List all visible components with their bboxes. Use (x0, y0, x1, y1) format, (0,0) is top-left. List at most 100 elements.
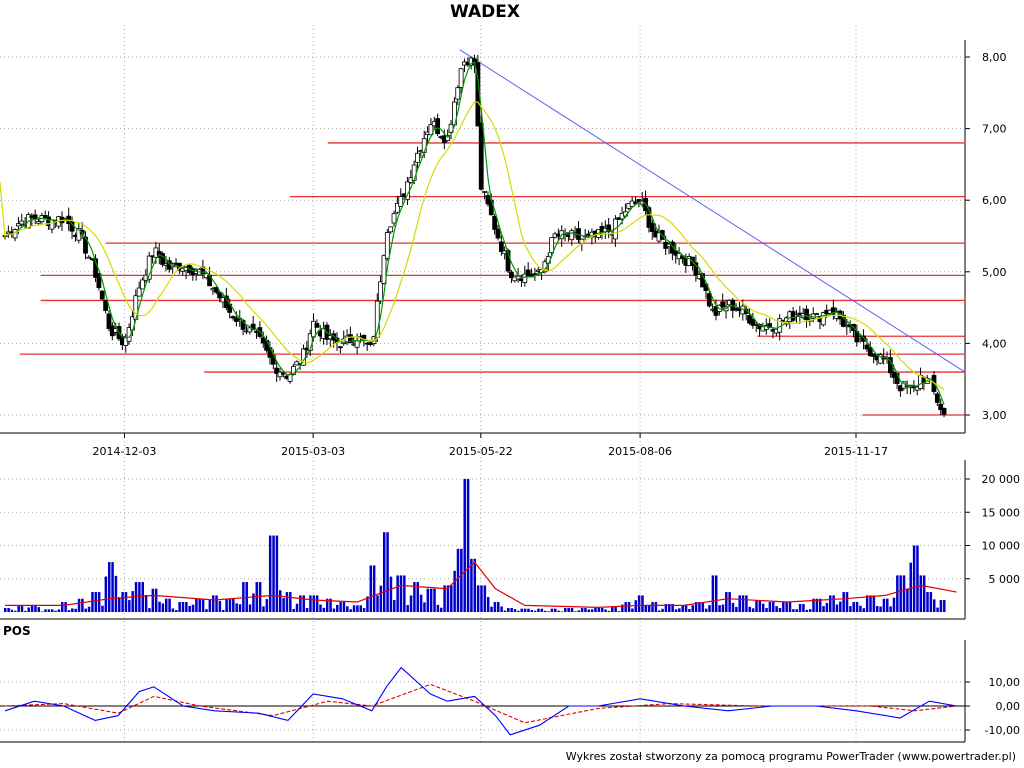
volume-bar (879, 606, 882, 612)
volume-bar (731, 602, 735, 612)
volume-bar (215, 595, 218, 612)
volume-bar (896, 575, 899, 612)
volume-bar (97, 592, 101, 612)
volume-bar (409, 595, 413, 612)
candle-body (96, 273, 102, 288)
candle-body (693, 262, 699, 276)
volume-bar (131, 591, 134, 612)
volume-bar (198, 598, 202, 612)
volume-bar (892, 597, 896, 612)
volume-bar (480, 585, 483, 612)
volume-bar (654, 602, 658, 612)
pos-panel: -10,00 0,00 10,00 (0, 640, 1021, 743)
volume-bar (87, 606, 91, 612)
volume-bar (547, 611, 550, 612)
candle-body (103, 300, 109, 311)
volume-bar (668, 604, 671, 612)
volume-bar (751, 608, 755, 612)
volume-bar (148, 608, 151, 612)
volume-bar (597, 608, 601, 612)
candle-body (492, 215, 498, 230)
volume-bar (181, 602, 185, 612)
candle-body (291, 366, 296, 375)
volume-bar (101, 605, 104, 612)
volume-bar (456, 548, 460, 612)
volume-bar (50, 609, 54, 612)
volume-bar (869, 595, 872, 612)
volume-bar (543, 610, 547, 612)
y-tick-label: 4,00 (982, 337, 1007, 350)
candle-body (378, 281, 384, 302)
volume-bar (305, 608, 309, 612)
volume-bar (627, 602, 631, 612)
volume-bar (785, 602, 788, 612)
volume-bar (795, 609, 798, 612)
candle-body (374, 300, 380, 338)
volume-bar (899, 575, 902, 612)
volume-bar (748, 606, 752, 612)
volume-bar (460, 548, 463, 612)
x-tick-label: 2015-08-06 (608, 445, 672, 458)
volume-bar (825, 602, 829, 612)
volume-bar (872, 595, 876, 612)
candle-body (549, 237, 555, 254)
volume-bar (393, 600, 396, 612)
volume-bar (191, 604, 195, 612)
volume-bar (523, 608, 527, 612)
volume-bar (614, 606, 617, 612)
volume-bar (439, 607, 443, 612)
volume-bar (772, 602, 775, 612)
volume-bar (611, 606, 614, 612)
candle-body (136, 287, 142, 297)
volume-bar (698, 602, 701, 612)
volume-bar (450, 585, 453, 612)
candle-body (867, 347, 873, 356)
candle-body (525, 269, 531, 277)
volume-bar (483, 585, 487, 612)
x-tick-label: 2015-03-03 (281, 445, 345, 458)
candle-body (381, 255, 387, 284)
volume-bar (580, 608, 584, 612)
volume-bar (10, 609, 14, 612)
volume-bar (624, 602, 627, 612)
volume-bar (849, 606, 852, 612)
volume-bar (275, 535, 279, 612)
y-tick-label: 0,00 (996, 700, 1021, 713)
candle-body (331, 333, 337, 341)
candle-body (810, 313, 816, 319)
volume-bar (922, 575, 926, 612)
volume-bar (745, 595, 748, 612)
candle-body (941, 407, 947, 415)
y-tick-label: 15 000 (982, 506, 1021, 519)
candle-body (274, 367, 280, 374)
candle-body (146, 255, 152, 280)
volume-bar (67, 610, 71, 612)
volume-bar (755, 600, 758, 612)
volume-bar (114, 575, 118, 612)
pos-panel-label: POS (3, 624, 31, 638)
candle-body (509, 271, 514, 279)
volume-bar (24, 610, 27, 612)
volume-bar (503, 610, 507, 612)
volume-bar (44, 609, 47, 612)
volume-bar (14, 610, 17, 612)
volume-bar (57, 609, 61, 612)
candle-body (398, 196, 404, 207)
candle-body (649, 222, 655, 232)
volume-bar (151, 588, 155, 612)
volume-bar (399, 575, 403, 612)
ma-short-line (4, 61, 945, 405)
y-tick-label: 8,00 (982, 51, 1007, 64)
volume-bar (718, 605, 721, 612)
pos-line (4, 666, 957, 736)
volume-bar (61, 602, 64, 612)
volume-bar (936, 607, 939, 612)
volume-bar (507, 608, 510, 612)
candle-body (804, 308, 809, 321)
volume-bar (829, 595, 832, 612)
candle-body (505, 250, 511, 272)
volume-bar (34, 605, 37, 612)
volume-bar (218, 600, 222, 612)
volume-bar (554, 608, 557, 612)
candle-body (814, 313, 819, 315)
